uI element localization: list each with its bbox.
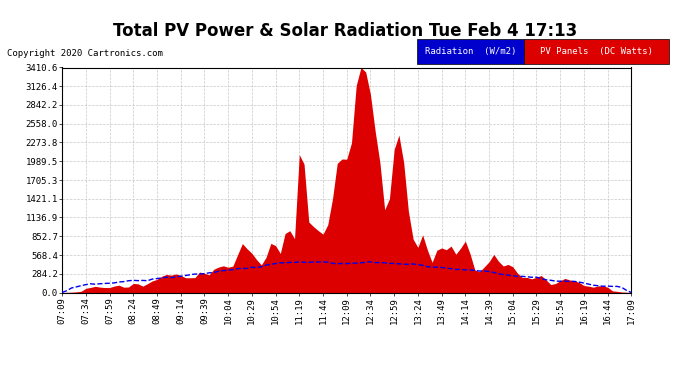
Text: Total PV Power & Solar Radiation Tue Feb 4 17:13: Total PV Power & Solar Radiation Tue Feb…: [113, 22, 577, 40]
Text: Copyright 2020 Cartronics.com: Copyright 2020 Cartronics.com: [7, 49, 163, 58]
Text: PV Panels  (DC Watts): PV Panels (DC Watts): [540, 47, 653, 56]
Text: Radiation  (W/m2): Radiation (W/m2): [425, 47, 517, 56]
